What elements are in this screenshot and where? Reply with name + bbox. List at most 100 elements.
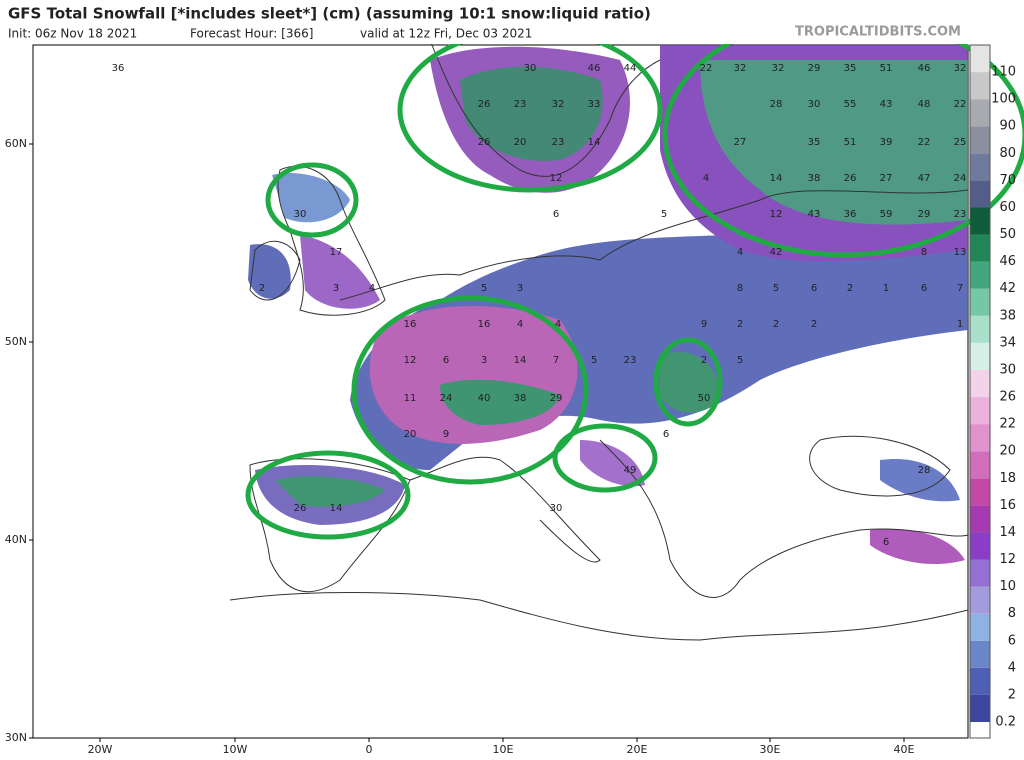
snow-amount: 3 bbox=[517, 283, 523, 294]
snow-amount: 23 bbox=[552, 137, 565, 148]
colorbar-label: 80 bbox=[999, 146, 1016, 161]
colorbar-cell bbox=[970, 234, 990, 262]
colorbar-label: 34 bbox=[999, 335, 1016, 350]
colorbar-label: 42 bbox=[999, 281, 1016, 296]
snow-amount: 8 bbox=[737, 283, 743, 294]
snow-amount: 29 bbox=[918, 209, 931, 220]
axes: 60N 50N 40N 30N 20W 10W 0 10E 20E 30E 40E bbox=[5, 137, 915, 756]
lon-label: 20E bbox=[627, 743, 648, 756]
lon-label: 0 bbox=[366, 743, 373, 756]
snow-amount: 6 bbox=[443, 355, 449, 366]
colorbar-cell bbox=[970, 99, 990, 127]
colorbar-label: 90 bbox=[999, 119, 1016, 134]
snow-amount: 40 bbox=[478, 393, 491, 404]
snow-amount: 46 bbox=[918, 63, 931, 74]
lat-label: 40N bbox=[5, 533, 27, 546]
snow-amount: 23 bbox=[624, 355, 637, 366]
snow-amount: 6 bbox=[811, 283, 817, 294]
colorbar-label: 60 bbox=[999, 200, 1016, 215]
snow-amount: 2 bbox=[701, 355, 707, 366]
snow-amount: 2 bbox=[773, 319, 779, 330]
lon-label: 40E bbox=[894, 743, 915, 756]
colorbar-cell bbox=[970, 532, 990, 560]
snow-amount: 5 bbox=[591, 355, 597, 366]
init-time: Init: 06z Nov 18 2021 bbox=[8, 27, 137, 41]
snow-amount: 6 bbox=[663, 429, 669, 440]
snow-amount: 20 bbox=[404, 429, 417, 440]
snow-amount: 12 bbox=[550, 173, 563, 184]
colorbar-label: 14 bbox=[999, 525, 1016, 540]
colorbar: 0.22468101214161820222630343842465060708… bbox=[969, 44, 1016, 739]
lon-label: 10W bbox=[223, 743, 248, 756]
colorbar-label: 22 bbox=[999, 417, 1016, 432]
snow-amount: 55 bbox=[844, 99, 857, 110]
snow-amount: 12 bbox=[770, 209, 783, 220]
colorbar-cell bbox=[970, 369, 990, 398]
title: GFS Total Snowfall [*includes sleet*] (c… bbox=[8, 5, 651, 23]
colorbar-label: 110 bbox=[991, 65, 1016, 80]
colorbar-cell bbox=[970, 261, 990, 289]
snow-amount: 16 bbox=[404, 319, 417, 330]
snow-amount: 32 bbox=[734, 63, 747, 74]
snow-amount: 35 bbox=[808, 137, 821, 148]
lat-label: 50N bbox=[5, 335, 27, 348]
colorbar-cell bbox=[970, 694, 990, 722]
snow-amount: 13 bbox=[954, 247, 967, 258]
colorbar-cell bbox=[970, 451, 990, 479]
lat-label: 60N bbox=[5, 137, 27, 150]
colorbar-label: 100 bbox=[991, 92, 1016, 107]
snow-amount: 3 bbox=[333, 283, 339, 294]
snow-amount: 5 bbox=[661, 209, 667, 220]
snow-amount: 4 bbox=[737, 247, 743, 258]
snow-field bbox=[248, 45, 968, 565]
colorbar-cell bbox=[970, 397, 990, 425]
colorbar-cell bbox=[970, 640, 990, 668]
colorbar-label: 4 bbox=[1008, 660, 1016, 675]
snow-amount: 20 bbox=[514, 137, 527, 148]
snow-amount: 24 bbox=[954, 173, 967, 184]
snow-amount: 1 bbox=[957, 319, 963, 330]
colorbar-cell bbox=[970, 153, 990, 181]
colorbar-label: 10 bbox=[999, 579, 1016, 594]
snow-amount: 22 bbox=[954, 99, 967, 110]
snow-amount: 32 bbox=[552, 99, 565, 110]
snow-amount: 23 bbox=[514, 99, 527, 110]
snow-amount: 14 bbox=[770, 173, 783, 184]
snow-amount: 9 bbox=[443, 429, 449, 440]
snow-amount: 11 bbox=[404, 393, 417, 404]
snow-amount: 3 bbox=[481, 355, 487, 366]
colorbar-cell bbox=[970, 478, 990, 506]
colorbar-cell bbox=[970, 424, 990, 452]
snow-amount: 29 bbox=[550, 393, 563, 404]
snow-amount: 7 bbox=[553, 355, 559, 366]
snow-amount: 4 bbox=[703, 173, 709, 184]
colorbar-cell bbox=[970, 559, 990, 587]
snow-amount: 26 bbox=[478, 99, 491, 110]
snow-amount: 38 bbox=[808, 173, 821, 184]
colorbar-label: 6 bbox=[1008, 633, 1016, 648]
colorbar-cell bbox=[970, 180, 990, 208]
colorbar-cell bbox=[970, 505, 990, 533]
snow-amount: 4 bbox=[369, 283, 375, 294]
snow-amount: 44 bbox=[624, 63, 637, 74]
colorbar-label: 70 bbox=[999, 173, 1016, 188]
snow-amount: 50 bbox=[698, 393, 711, 404]
snow-amount: 2 bbox=[259, 283, 265, 294]
snow-amount: 9 bbox=[701, 319, 707, 330]
snow-amount: 51 bbox=[844, 137, 857, 148]
snow-amount: 33 bbox=[588, 99, 601, 110]
colorbar-label: 46 bbox=[999, 254, 1016, 269]
snow-amount: 27 bbox=[734, 137, 747, 148]
snow-amount: 5 bbox=[481, 283, 487, 294]
snow-amount: 49 bbox=[624, 465, 637, 476]
snow-amount: 25 bbox=[954, 137, 967, 148]
snow-amount: 47 bbox=[918, 173, 931, 184]
snow-amount: 27 bbox=[880, 173, 893, 184]
forecast-hour: Forecast Hour: [366] bbox=[190, 27, 313, 41]
snow-amount: 2 bbox=[847, 283, 853, 294]
snow-amount: 14 bbox=[588, 137, 601, 148]
colorbar-label: 50 bbox=[999, 227, 1016, 242]
snow-amount: 30 bbox=[550, 503, 563, 514]
